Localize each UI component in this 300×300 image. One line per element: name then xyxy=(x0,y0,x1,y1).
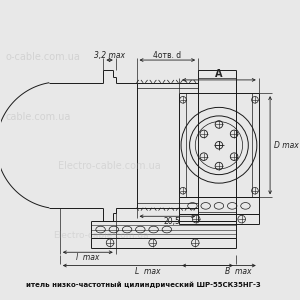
Text: 4отв. d: 4отв. d xyxy=(153,51,182,60)
Text: D max: D max xyxy=(274,141,298,150)
Text: итель низко-частотный цилиндрический ШР-55СК35НГ-3: итель низко-частотный цилиндрический ШР-… xyxy=(26,281,261,288)
Text: A: A xyxy=(215,69,223,79)
Text: cable.com.ua: cable.com.ua xyxy=(6,112,71,122)
Text: 20,5: 20,5 xyxy=(164,218,181,226)
Text: B  max: B max xyxy=(225,267,251,276)
Text: l  max: l max xyxy=(76,254,100,262)
Text: o-cable.com.ua: o-cable.com.ua xyxy=(6,52,81,62)
Text: Electro-cable.com.ua: Electro-cable.com.ua xyxy=(58,161,161,171)
Text: 3,2 max: 3,2 max xyxy=(94,51,124,60)
Text: Electro-cable.com.ua: Electro-cable.com.ua xyxy=(53,231,149,240)
Text: L  max: L max xyxy=(135,267,161,276)
